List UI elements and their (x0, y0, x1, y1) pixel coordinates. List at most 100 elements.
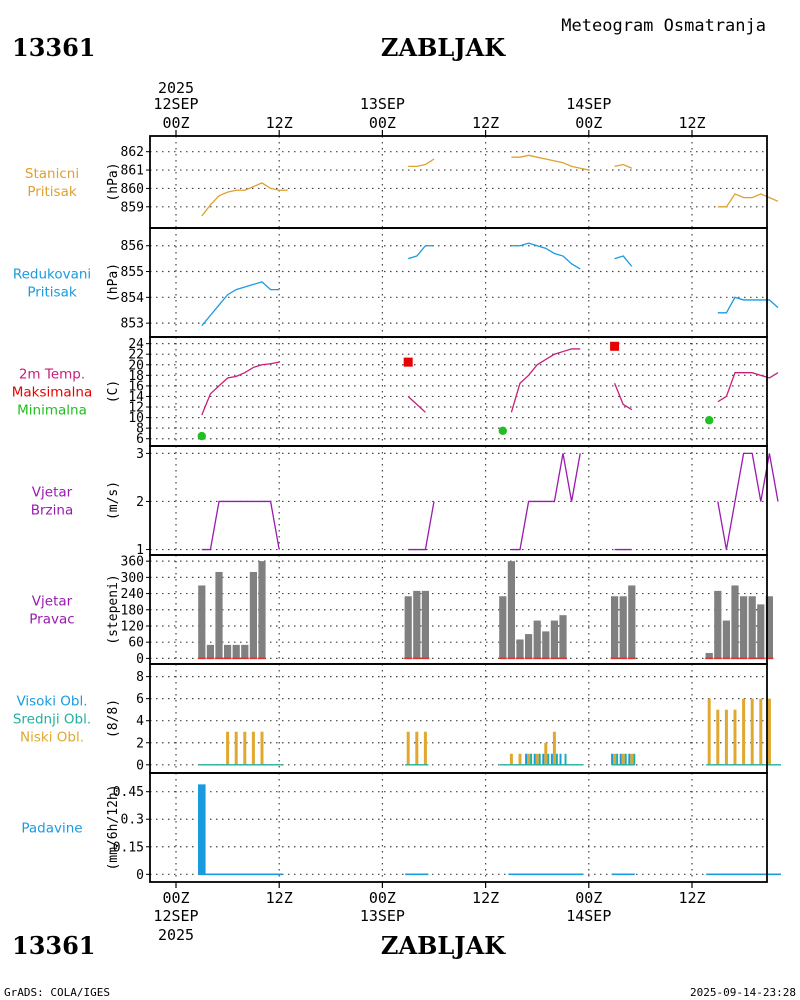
precip-bar (198, 784, 206, 875)
wind-direction-bar (249, 571, 257, 659)
low-cloud-bar (406, 731, 410, 765)
low-cloud-bar (226, 731, 230, 765)
wind-direction-bar (404, 596, 412, 659)
y-tick-label: 18 (128, 369, 144, 384)
day-label-top: 12SEP (153, 95, 198, 113)
y-tick-label: 0.3 (121, 813, 144, 828)
series-line (408, 245, 434, 260)
panel-title-line: Srednji Obl. (13, 712, 91, 728)
hour-label-top: 12Z (472, 114, 499, 132)
timestamp-label: 2025-09-14-23:28 (690, 986, 796, 999)
low-cloud-bar (716, 709, 720, 765)
low-cloud-bar (724, 709, 728, 765)
y-tick-label: 2 (136, 495, 144, 510)
series-line (510, 348, 581, 413)
low-cloud-bar (544, 742, 548, 765)
wind-direction-bar (765, 596, 773, 659)
panel-title-line: Visoki Obl. (16, 694, 87, 710)
series-line (511, 154, 589, 171)
wind-direction-bar (215, 571, 223, 659)
y-tick-label: 10 (128, 411, 144, 426)
wind-direction-bar (198, 585, 206, 659)
panel-frame (149, 227, 768, 338)
low-cloud-bar (630, 753, 634, 765)
y-tick-label: 853 (121, 317, 144, 332)
high-cloud-bar (628, 753, 631, 765)
high-cloud-bar (550, 753, 553, 765)
panel-reducedPressure: 853 854 855 856 Redukovani Pritisak (hPa) (13, 227, 779, 338)
low-cloud-bar (527, 753, 531, 765)
series-line (717, 193, 779, 208)
y-tick-label: 120 (121, 619, 144, 634)
y-tick-label: 8 (136, 670, 144, 685)
series-line (201, 500, 280, 551)
y-tick-label: 20 (128, 358, 144, 373)
high-cloud-bar (619, 753, 622, 765)
hour-label-top: 12Z (266, 114, 293, 132)
min-temp-marker (498, 426, 507, 435)
hour-label-top: 00Z (369, 114, 396, 132)
day-label-top: 13SEP (360, 95, 405, 113)
credit-label: GrADS: COLA/IGES (4, 986, 110, 999)
low-cloud-bar (767, 698, 771, 765)
hour-label-top: 00Z (162, 114, 189, 132)
mid-cloud-bar (547, 753, 550, 765)
y-tick-label: 360 (121, 555, 144, 570)
hour-label-bottom: 12Z (472, 889, 499, 907)
y-axis-label: (m/s) (106, 481, 121, 520)
wind-direction-bar (731, 585, 739, 659)
min-temp-marker (705, 416, 714, 425)
panel-frame (149, 135, 768, 229)
mid-cloud-bar (564, 753, 567, 765)
mid-cloud-bar (624, 753, 627, 765)
y-tick-label: 8 (136, 422, 144, 437)
y-tick-label: 855 (121, 265, 144, 280)
hour-label-top: 00Z (575, 114, 602, 132)
wind-direction-bar (206, 644, 214, 659)
wind-direction-bar (748, 596, 756, 659)
series-line (717, 372, 779, 403)
wind-direction-bar (619, 596, 627, 659)
day-label-bottom: 14SEP (566, 907, 611, 925)
y-tick-label: 240 (121, 587, 144, 602)
y-tick-label: 861 (121, 164, 144, 179)
wind-direction-bar (507, 561, 515, 659)
low-cloud-bar (423, 731, 427, 765)
panel-windSpeed: 1 2 3 Vjetar Brzina (m/s) (31, 445, 779, 558)
low-cloud-bar (535, 753, 539, 765)
panel-title-line: Minimalna (17, 403, 87, 419)
series-line (511, 242, 581, 270)
y-tick-label: 300 (121, 571, 144, 586)
wind-direction-bar (740, 596, 748, 659)
station-id-top: 13361 (12, 33, 96, 62)
series-line (201, 281, 280, 327)
day-label-bottom: 12SEP (153, 907, 198, 925)
wind-direction-bar (714, 590, 722, 659)
y-tick-label: 859 (121, 200, 144, 215)
max-temp-marker (610, 341, 620, 351)
low-cloud-bar (243, 731, 247, 765)
panel-stationPressure: 859 860 861 862 Stanicni Pritisak (hPa) (25, 135, 779, 229)
y-tick-label: 0.45 (113, 785, 144, 800)
wind-direction-bar (232, 644, 240, 659)
panel-title-line: Padavine (21, 821, 82, 837)
wind-direction-bar (722, 620, 730, 659)
panel-title-line: Maksimalna (12, 385, 93, 401)
y-axis-label: (mm/6h/12h) (106, 784, 121, 870)
hour-label-bottom: 12Z (678, 889, 705, 907)
year-label-bottom: 2025 (158, 926, 194, 944)
y-axis-label: (stepeni) (106, 574, 121, 644)
panel-title-line: Brzina (31, 503, 73, 519)
product-title: Meteogram Osmatranja (561, 16, 766, 36)
series-line (614, 163, 633, 169)
wind-direction-bar (413, 590, 421, 659)
hour-label-top: 12Z (678, 114, 705, 132)
wind-direction-bar (757, 604, 765, 659)
series-line (613, 383, 633, 411)
y-axis-label: (8/8) (106, 699, 121, 738)
y-axis-label: (C) (106, 380, 121, 403)
y-tick-label: 180 (121, 603, 144, 618)
